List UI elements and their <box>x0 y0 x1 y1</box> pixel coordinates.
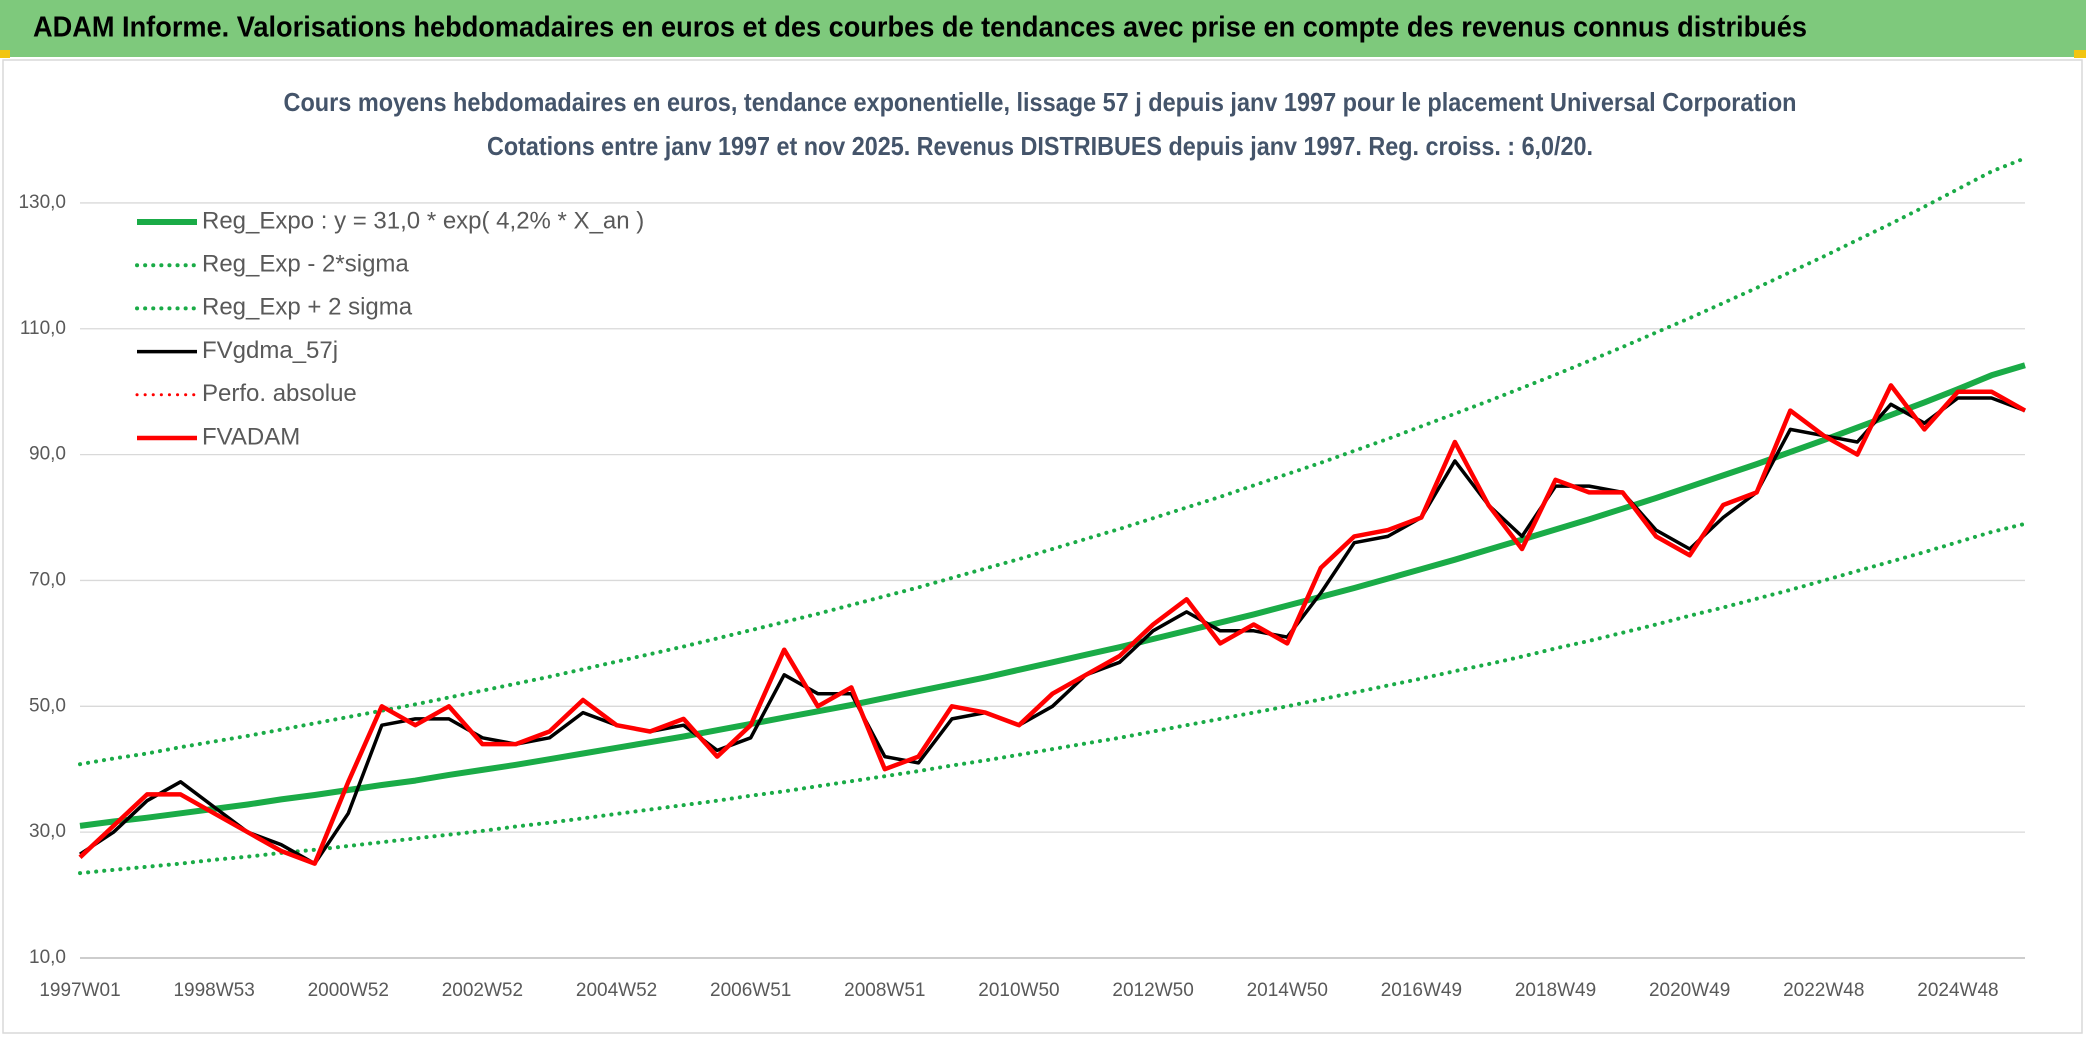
legend-label: FVADAM <box>202 423 300 450</box>
legend-label: Perfo. absolue <box>202 380 357 407</box>
legend-label: FVgdma_57j <box>202 337 338 364</box>
x-tick-label: 2004W52 <box>576 980 657 1001</box>
title-bar <box>0 0 2086 57</box>
legend-label: Reg_Exp + 2 sigma <box>202 294 413 321</box>
x-tick-label: 1997W01 <box>39 980 120 1001</box>
page-title: ADAM Informe. Valorisations hebdomadaire… <box>33 12 1807 44</box>
x-tick-label: 2018W49 <box>1515 980 1596 1001</box>
y-tick-label: 110,0 <box>20 318 66 339</box>
x-tick-label: 2010W50 <box>978 980 1059 1001</box>
grid: 10,0 30,0 50,0 70,0 90,0 110,0 130,0 1997W01 199… <box>18 192 2025 1001</box>
y-tick-label: 90,0 <box>29 444 66 465</box>
x-tick-label: 2000W52 <box>308 980 389 1001</box>
legend-label: Reg_Expo : y = 31,0 * exp( 4,2% * X_an ) <box>202 207 644 234</box>
chart-title: Cours moyens hebdomadaires en euros, ten… <box>284 87 1797 117</box>
y-tick-label: 130,0 <box>18 192 66 213</box>
x-tick-label: 2022W48 <box>1783 980 1864 1001</box>
series-line <box>79 362 2026 829</box>
legend: Reg_Expo : y = 31,0 * exp( 4,2% * X_an )… <box>135 207 644 450</box>
y-tick-label: 10,0 <box>29 947 66 968</box>
chart-subtitle: Cotations entre janv 1997 et nov 2025. R… <box>487 131 1593 161</box>
y-tick-label: 70,0 <box>29 569 66 590</box>
series-line <box>78 383 2027 866</box>
x-tick-label: 1998W53 <box>173 980 254 1001</box>
series-line <box>78 521 2027 876</box>
lines <box>78 156 2027 876</box>
y-tick-label: 30,0 <box>29 821 66 842</box>
x-tick-label: 2012W50 <box>1112 980 1193 1001</box>
chart-frame <box>2 59 2083 1034</box>
x-tick-label: 2002W52 <box>442 980 523 1001</box>
x-tick-label: 2014W50 <box>1247 980 1328 1001</box>
x-tick-label: 2008W51 <box>844 980 925 1001</box>
legend-label: Reg_Exp - 2*sigma <box>202 251 409 278</box>
x-tick-label: 2020W49 <box>1649 980 1730 1001</box>
x-tick-label: 2016W49 <box>1381 980 1462 1001</box>
y-tick-label: 50,0 <box>29 695 66 716</box>
corner-mark <box>0 50 10 58</box>
x-tick-label: 2006W51 <box>710 980 791 1001</box>
corner-mark <box>2074 50 2086 58</box>
x-tick-label: 2024W48 <box>1917 980 1998 1001</box>
series-line <box>78 156 2027 767</box>
